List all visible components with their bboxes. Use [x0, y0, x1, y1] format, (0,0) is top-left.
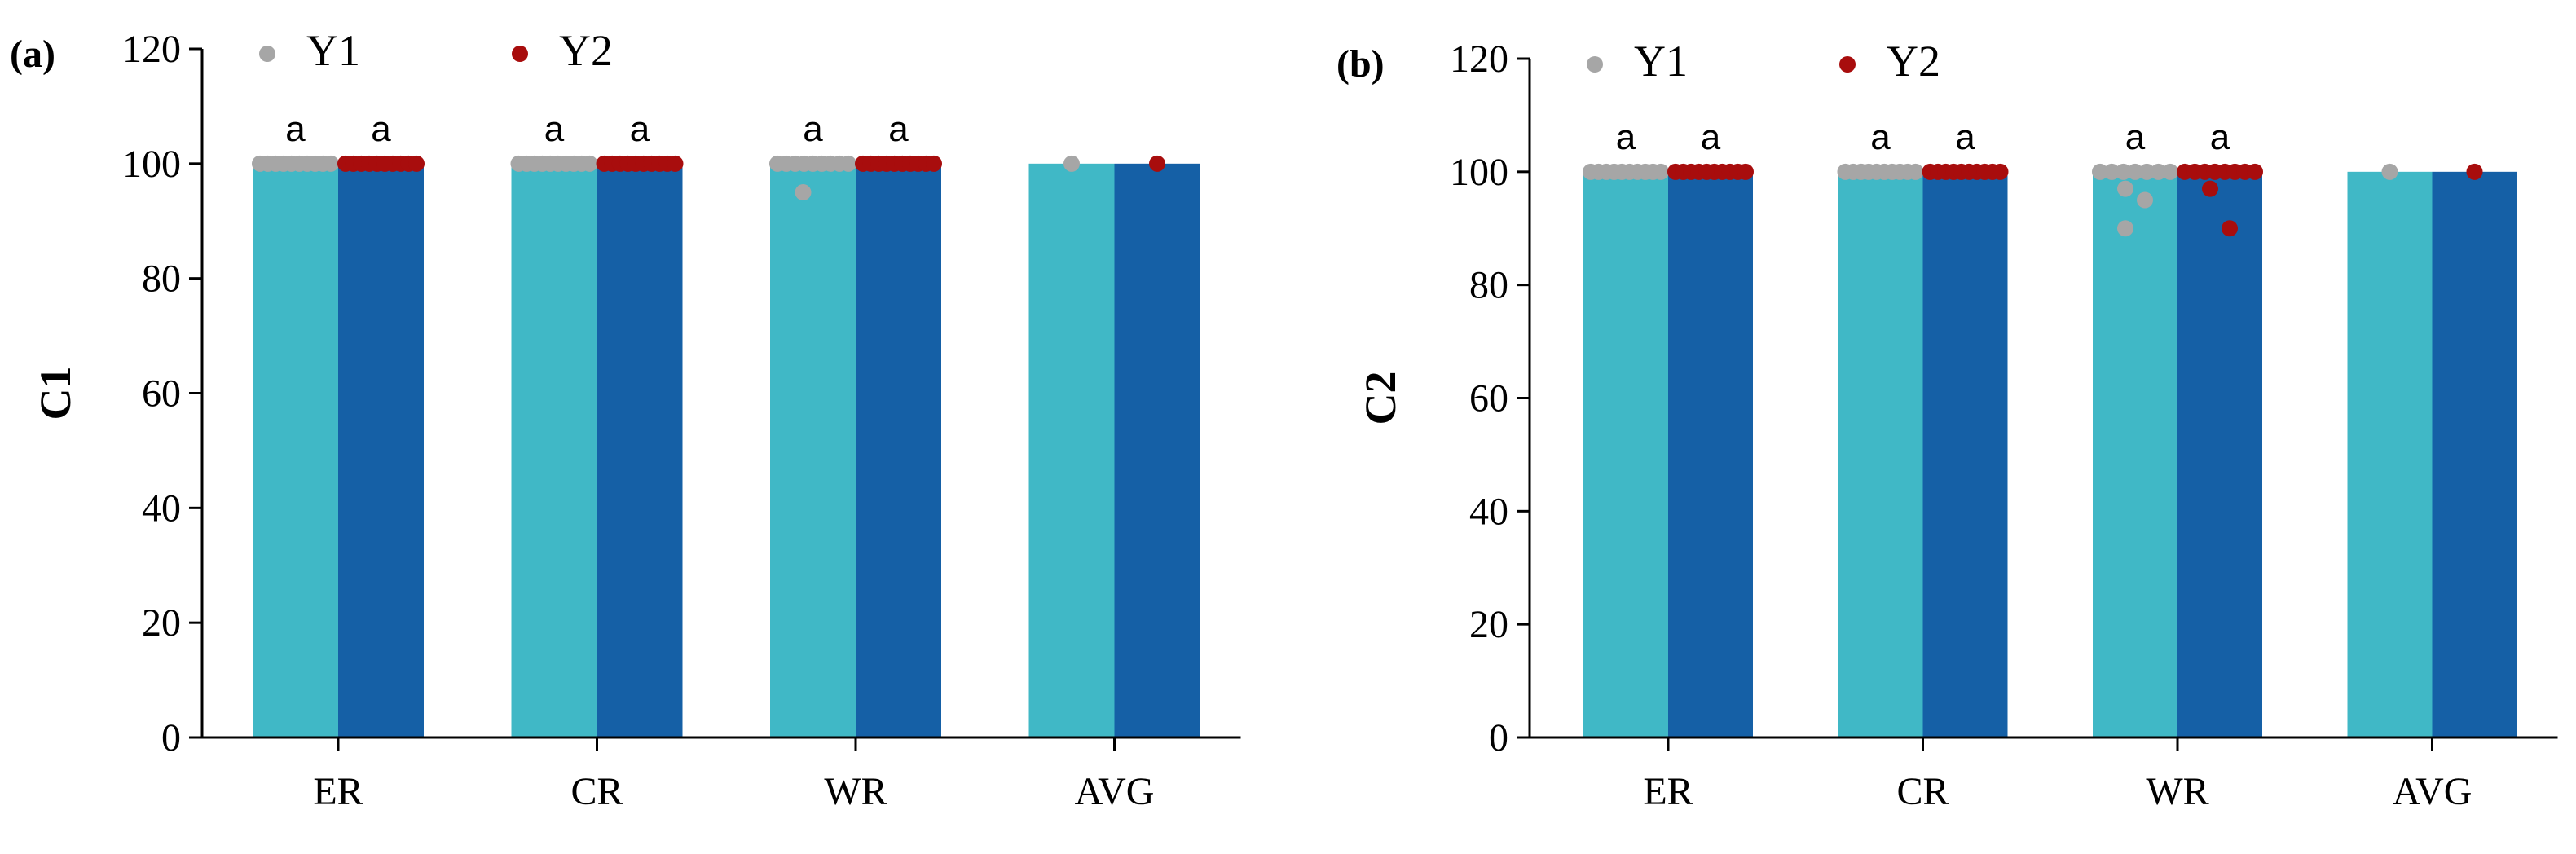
- y-tick-label: 120: [1450, 37, 1508, 81]
- bar-y1-cr: [1838, 171, 1923, 738]
- y-tick-label: 60: [1469, 377, 1508, 420]
- bar-y2-cr: [1922, 171, 2008, 738]
- data-point-y1-wr: [2138, 163, 2155, 180]
- data-point-y1-wr: [2137, 191, 2153, 209]
- significance-letter: a: [2125, 117, 2146, 157]
- y-axis-title: C2: [1356, 372, 1405, 425]
- bar-y1-cr: [511, 163, 597, 738]
- significance-letter: a: [630, 109, 650, 149]
- y-tick-label: 0: [1489, 716, 1508, 759]
- x-tick-label-wr: WR: [824, 770, 887, 813]
- bar-y2-wr: [2177, 171, 2262, 738]
- data-point-y2-cr: [667, 155, 684, 172]
- data-point-y1-avg: [1063, 155, 1080, 172]
- y-tick-label: 40: [142, 486, 181, 530]
- legend-label-y1: Y1: [1634, 37, 1688, 86]
- data-point-y2-wr: [2222, 220, 2238, 237]
- bar-y2-cr: [597, 163, 683, 738]
- data-point-y1-wr: [2117, 220, 2133, 237]
- y-axis-title: C1: [31, 367, 80, 420]
- legend-marker-y1: [259, 46, 275, 62]
- y-tick-label: 120: [122, 28, 181, 71]
- data-point-y1-avg: [2381, 163, 2398, 180]
- significance-letter: a: [1870, 117, 1891, 157]
- legend-marker-y1: [1587, 56, 1603, 73]
- chart-panel-a: (a) C1 a a a a a a 0 20 40 60 80 100 120 ER CR WR AVG Y1 Y2: [10, 26, 1241, 813]
- bar-y2-er: [338, 163, 424, 738]
- bar-y2-er: [1668, 171, 1753, 738]
- significance-letter: a: [2210, 117, 2230, 157]
- data-point-y1-cr: [1907, 163, 1924, 180]
- x-tick-label-avg: AVG: [2393, 770, 2473, 813]
- legend-marker-y2: [1839, 56, 1856, 73]
- significance-letter: a: [285, 109, 306, 149]
- bar-y1-avg: [2347, 171, 2433, 738]
- legend-label-y1: Y1: [306, 26, 360, 75]
- panel-label: (a): [10, 33, 55, 76]
- significance-letter: a: [888, 109, 909, 149]
- y-tick-label: 0: [161, 716, 181, 759]
- x-tick-label-er: ER: [313, 770, 363, 813]
- x-tick-label-cr: CR: [570, 770, 623, 813]
- x-tick-label-cr: CR: [1896, 770, 1949, 813]
- x-tick-label-avg: AVG: [1075, 770, 1155, 813]
- y-tick-label: 80: [142, 258, 181, 301]
- significance-letter: a: [1701, 117, 1721, 157]
- significance-letter: a: [1616, 117, 1636, 157]
- data-point-y2-avg: [1149, 155, 1165, 172]
- bar-y1-er: [1583, 171, 1668, 738]
- data-point-y1-wr: [840, 155, 856, 172]
- bar-y1-er: [253, 163, 338, 738]
- legend-marker-y2: [512, 46, 528, 62]
- x-tick-label-wr: WR: [2146, 770, 2208, 813]
- data-point-y1-wr: [2115, 163, 2132, 180]
- bar-y1-wr: [770, 163, 856, 738]
- legend-label-y2: Y2: [1887, 37, 1940, 86]
- data-point-y1-wr: [2127, 163, 2143, 180]
- bar-y2-wr: [856, 163, 941, 738]
- y-tick-label: 80: [1469, 264, 1508, 307]
- y-tick-label: 20: [1469, 603, 1508, 646]
- data-point-y2-wr: [2202, 180, 2218, 197]
- data-point-y2-wr: [2247, 163, 2263, 180]
- data-point-y2-er: [1737, 163, 1754, 180]
- data-point-y1-er: [323, 155, 339, 172]
- significance-letter: a: [803, 109, 823, 149]
- data-point-y1-cr: [581, 155, 598, 172]
- data-point-y2-avg: [2466, 163, 2483, 180]
- data-point-y1-wr: [2103, 163, 2120, 180]
- data-point-y1-er: [1653, 163, 1669, 180]
- panel-label: (b): [1336, 42, 1385, 86]
- data-point-y1-wr: [795, 184, 812, 201]
- data-point-y2-wr: [926, 155, 942, 172]
- legend-label-y2: Y2: [559, 26, 613, 75]
- significance-letter: a: [371, 109, 391, 149]
- x-tick-label-er: ER: [1643, 770, 1693, 813]
- data-point-y1-wr: [2117, 180, 2133, 197]
- data-point-y2-cr: [1992, 163, 2009, 180]
- y-tick-label: 40: [1469, 490, 1508, 533]
- significance-letter: a: [544, 109, 565, 149]
- y-tick-label: 100: [1450, 151, 1508, 194]
- y-tick-label: 60: [142, 372, 181, 416]
- significance-letter: a: [1955, 117, 1975, 157]
- y-tick-label: 100: [122, 143, 181, 186]
- chart-panel-b: (b) C2 a a a a a a 0 20 40 60 80 100 120 ER CR WR AVG Y1 Y2: [1336, 37, 2558, 813]
- bar-y2-avg: [1114, 163, 1200, 738]
- data-point-y1-wr: [2092, 163, 2108, 180]
- data-point-y2-er: [408, 155, 425, 172]
- data-point-y1-wr: [2150, 163, 2167, 180]
- data-point-y1-wr: [2162, 163, 2178, 180]
- y-tick-label: 20: [142, 601, 181, 645]
- bar-y1-wr: [2093, 171, 2177, 738]
- bar-y2-avg: [2432, 171, 2517, 738]
- bar-y1-avg: [1028, 163, 1115, 738]
